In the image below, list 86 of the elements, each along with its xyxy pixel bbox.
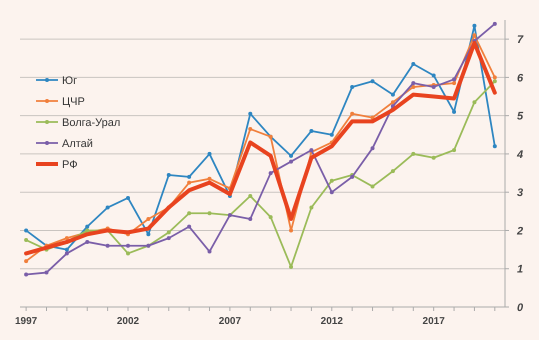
point	[432, 73, 436, 78]
point	[370, 184, 375, 188]
point	[432, 156, 436, 160]
point	[85, 240, 90, 244]
point	[289, 228, 294, 232]
point	[411, 84, 416, 89]
point	[268, 215, 273, 220]
point	[85, 224, 90, 229]
point	[208, 176, 212, 181]
point	[187, 224, 192, 229]
point	[166, 172, 171, 177]
legend-label: РФ	[62, 159, 78, 171]
point	[106, 244, 110, 248]
point	[452, 110, 456, 114]
point	[208, 250, 212, 254]
x-tick-label: 2007	[218, 316, 242, 327]
point	[289, 154, 294, 158]
x-tick-label: 2012	[320, 316, 344, 327]
point	[390, 92, 395, 97]
y-tick-label: 3	[517, 187, 524, 200]
point	[126, 251, 130, 256]
point	[146, 216, 150, 221]
point	[146, 232, 150, 236]
point	[472, 24, 476, 28]
y-tick-label: 6	[517, 72, 524, 84]
point	[248, 127, 252, 132]
point	[330, 132, 334, 137]
point	[24, 228, 28, 232]
legend-label: ЦЧР	[62, 96, 85, 108]
point	[330, 178, 334, 183]
point	[64, 248, 69, 252]
point	[390, 169, 395, 174]
point	[166, 230, 171, 234]
point	[492, 79, 497, 84]
y-tick-label: 4	[516, 148, 524, 161]
x-tick-label: 2002	[116, 316, 140, 327]
point	[126, 244, 130, 248]
y-tick-label: 0	[517, 302, 524, 314]
point	[187, 211, 192, 216]
point	[24, 238, 28, 242]
point	[64, 251, 69, 256]
point	[64, 236, 69, 240]
legend-label: Юг	[62, 75, 78, 87]
point	[44, 270, 48, 275]
point	[248, 194, 252, 198]
point	[248, 112, 252, 116]
point	[24, 272, 28, 276]
point	[390, 100, 395, 104]
point	[350, 112, 354, 116]
point	[370, 79, 375, 84]
y-tick-label: 1	[517, 264, 524, 276]
point	[24, 259, 28, 264]
point	[452, 81, 456, 86]
point	[330, 190, 334, 194]
point	[452, 148, 456, 152]
point	[208, 211, 212, 216]
point	[492, 144, 497, 148]
point	[472, 100, 476, 104]
point	[248, 216, 252, 221]
point	[106, 206, 110, 210]
point	[411, 152, 416, 156]
point	[268, 171, 273, 176]
point	[309, 128, 314, 133]
x-tick-label: 1997	[14, 316, 38, 327]
legend-label: Волга-Урал	[62, 117, 120, 129]
legend-label: Алтай	[62, 138, 93, 150]
point	[370, 116, 375, 120]
point	[309, 206, 314, 210]
point	[411, 62, 416, 66]
point	[126, 196, 130, 200]
point	[370, 146, 375, 150]
point	[166, 236, 171, 240]
y-tick-label: 5	[517, 110, 524, 123]
y-tick-label: 7	[517, 34, 524, 46]
point	[350, 84, 354, 89]
point	[187, 180, 192, 185]
y-tick-label: 2	[516, 225, 524, 238]
x-tick-label: 2017	[422, 316, 446, 327]
point	[208, 152, 212, 156]
point	[492, 75, 497, 80]
point	[472, 33, 476, 38]
point	[411, 81, 416, 86]
point	[187, 174, 192, 179]
point	[492, 22, 497, 26]
point	[452, 77, 456, 82]
point	[289, 160, 294, 164]
